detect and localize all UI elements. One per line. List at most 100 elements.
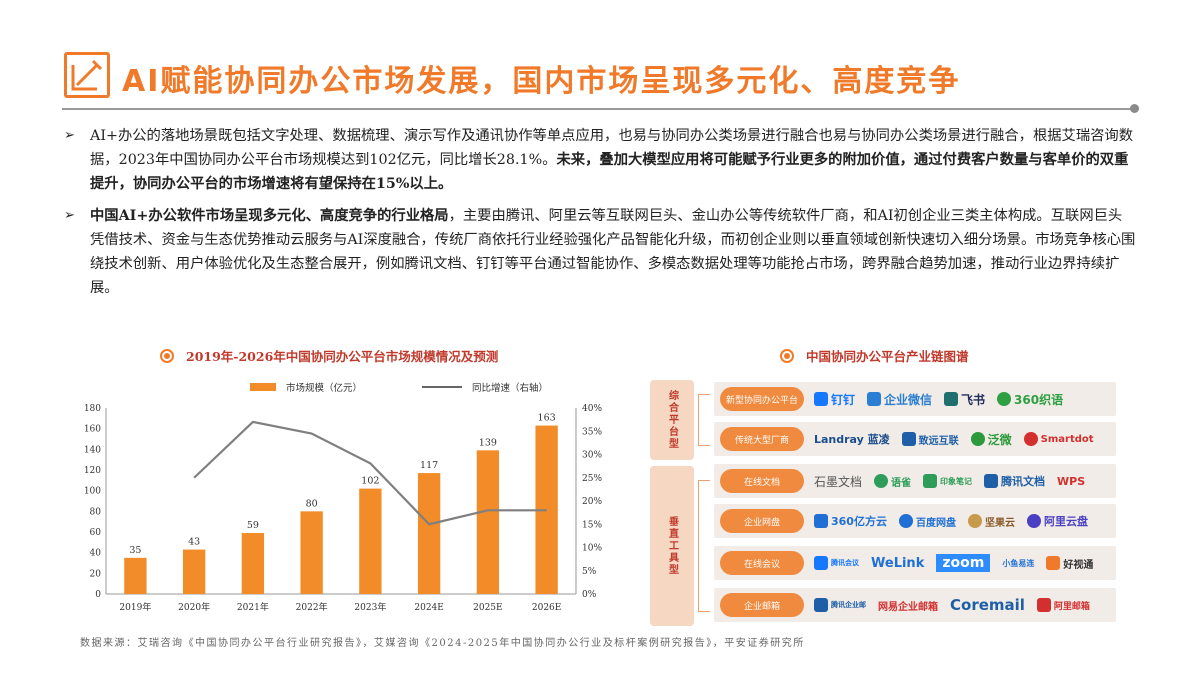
weaver-icon xyxy=(970,432,985,446)
chart-heading-text: 2019年-2026年中国协同办公平台市场规模情况及预测 xyxy=(186,349,499,364)
wecom-logo: 企业微信 xyxy=(867,391,932,408)
netease-mail-logo: 网易企业邮箱 xyxy=(878,601,938,613)
haoshitong-logo: 好视通 xyxy=(1046,556,1093,571)
group-vertical-tools: 垂直工具型 xyxy=(650,466,694,626)
group-bracket xyxy=(698,394,710,446)
ali-mail-logo: 阿里邮箱 xyxy=(1036,598,1090,612)
bar xyxy=(476,450,500,594)
x-tick-label: 2019年 xyxy=(119,601,151,613)
y2-tick-label: 20% xyxy=(582,497,602,507)
360-icon xyxy=(997,392,1012,406)
tencent-meeting-icon xyxy=(814,556,828,570)
industry-map: 综合平台型 垂直工具型 新型协同办公平台 钉钉 企业微信 飞书 360织语 传统… xyxy=(650,380,1122,626)
aliyun-drive-icon xyxy=(1026,514,1041,528)
x-tick-label: 2024E xyxy=(414,603,443,613)
y2-tick-label: 0% xyxy=(582,590,597,600)
coremail-logo: Coremail xyxy=(950,596,1025,614)
legend-bar-label: 市场规模（亿元） xyxy=(286,383,363,394)
y-tick-label: 40 xyxy=(90,549,102,559)
title-divider-dot xyxy=(1130,104,1139,113)
zoom-logo: zoom xyxy=(936,554,991,572)
360-zhiyu-logo: 360织语 xyxy=(997,391,1063,408)
bar-data-label: 80 xyxy=(306,498,318,509)
y-tick-label: 160 xyxy=(84,425,101,435)
target-icon xyxy=(780,348,794,363)
row-new-platforms: 新型协同办公平台 钉钉 企业微信 飞书 360织语 xyxy=(714,382,1116,416)
y-tick-label: 100 xyxy=(84,487,101,497)
yifangyun-icon xyxy=(814,514,828,528)
map-heading: 中国协同办公平台产业链图谱 xyxy=(780,346,969,365)
logo-list: 360亿方云 百度网盘 坚果云 阿里云盘 xyxy=(814,513,1088,529)
ali-mail-icon xyxy=(1036,598,1051,612)
logo-list: Landray 蓝凌 致远互联 泛微 Smartdot xyxy=(814,431,1094,448)
legend-bar-swatch xyxy=(250,383,276,391)
bullet-text: AI+办公的落地场景既包括文字处理、数据梳理、演示写作及通讯协作等单点应用，也易… xyxy=(90,124,1136,196)
pencil-icon xyxy=(64,52,110,98)
nut-icon xyxy=(967,514,982,528)
baidu-netdisk-logo: 百度网盘 xyxy=(898,514,956,529)
row-online-docs: 在线文档 石墨文档 语雀 印象笔记 腾讯文档 WPS xyxy=(714,464,1116,498)
x-tick-label: 2023年 xyxy=(354,601,386,613)
group-integrated-platform: 综合平台型 xyxy=(650,380,694,460)
tencent-mail-logo: 腾讯企业邮 xyxy=(814,598,866,612)
bar-data-label: 43 xyxy=(188,537,200,548)
y2-tick-label: 30% xyxy=(582,451,602,461)
bar-data-label: 102 xyxy=(361,476,379,487)
y2-tick-label: 40% xyxy=(582,404,602,414)
bar xyxy=(300,511,323,594)
group-label: 综合平台型 xyxy=(666,390,678,450)
360-yifangyun-logo: 360亿方云 xyxy=(814,513,887,529)
y-tick-label: 120 xyxy=(84,466,101,476)
haoshitong-icon xyxy=(1046,556,1061,570)
y2-tick-label: 10% xyxy=(582,544,602,554)
y2-tick-label: 25% xyxy=(582,474,602,484)
bullet-bold-text: 中国AI+办公软件市场呈现多元化、高度竞争的行业格局 xyxy=(90,208,449,224)
tencent-docs-icon xyxy=(984,474,999,488)
y-tick-label: 180 xyxy=(84,404,101,414)
smartdot-icon xyxy=(1023,432,1038,446)
logo-list: 钉钉 企业微信 飞书 360织语 xyxy=(814,391,1063,408)
tencent-meeting-logo: 腾讯会议 xyxy=(814,556,859,570)
elephant-icon xyxy=(923,474,938,488)
bullet-item: ➢ 中国AI+办公软件市场呈现多元化、高度竞争的行业格局，主要由腾讯、阿里云等互… xyxy=(64,204,1136,300)
bullet-arrow-icon: ➢ xyxy=(64,128,75,143)
bar xyxy=(182,549,206,594)
category-pill: 企业邮箱 xyxy=(720,593,804,617)
y2-tick-label: 35% xyxy=(582,427,602,437)
bullet-item: ➢ AI+办公的落地场景既包括文字处理、数据梳理、演示写作及通讯协作等单点应用，… xyxy=(64,124,1136,196)
shimo-logo: 石墨文档 xyxy=(814,474,863,489)
y-tick-label: 20 xyxy=(90,569,102,579)
market-size-chart: 0 20 40 60 80 100 120 140 160 180 0% 5% 10% 15% 20% 25%… xyxy=(84,404,603,613)
row-traditional-vendors: 传统大型厂商 Landray 蓝凌 致远互联 泛微 Smartdot xyxy=(714,422,1116,456)
logo-list: 腾讯企业邮 网易企业邮箱 Coremail 阿里邮箱 xyxy=(814,596,1090,614)
y-tick-label: 80 xyxy=(90,507,102,517)
y-tick-label: 0 xyxy=(95,590,101,600)
seeyon-icon xyxy=(901,432,916,446)
bullet-bold-text: 未来，叠加大模型应用将可能赋予行业更多的附加价值，通过付费客户数量与客单价的双重… xyxy=(90,152,1129,192)
target-icon xyxy=(160,348,174,363)
map-heading-text: 中国协同办公平台产业链图谱 xyxy=(806,349,969,364)
category-pill: 传统大型厂商 xyxy=(720,427,804,451)
landray-logo: Landray 蓝凌 xyxy=(814,433,890,446)
growth-rate-line xyxy=(193,420,547,526)
y2-tick-label: 15% xyxy=(582,520,602,530)
bar-data-label: 139 xyxy=(479,437,497,448)
tencent-docs-logo: 腾讯文档 xyxy=(984,473,1045,489)
weaver-logo: 泛微 xyxy=(970,431,1012,448)
category-pill: 在线会议 xyxy=(720,551,804,575)
chart-legend: 市场规模（亿元） 同比增速（右轴） xyxy=(250,380,548,394)
legend-line-label: 同比增速（右轴） xyxy=(472,383,549,394)
x-tick-label: 2026E xyxy=(532,603,561,613)
logo-list: 石墨文档 语雀 印象笔记 腾讯文档 WPS xyxy=(814,473,1085,490)
tencent-mail-icon xyxy=(814,598,828,612)
bar xyxy=(417,473,441,594)
bar xyxy=(241,533,265,594)
bullet-list: ➢ AI+办公的落地场景既包括文字处理、数据梳理、演示写作及通讯协作等单点应用，… xyxy=(64,124,1136,308)
evernote-logo: 印象笔记 xyxy=(923,474,972,488)
bar xyxy=(124,557,147,594)
group-label: 垂直工具型 xyxy=(666,516,678,576)
x-tick-label: 2021年 xyxy=(237,601,269,613)
wecom-icon xyxy=(867,392,882,406)
row-enterprise-drive: 企业网盘 360亿方云 百度网盘 坚果云 阿里云盘 xyxy=(714,504,1116,538)
seeyon-logo: 致远互联 xyxy=(901,432,959,447)
